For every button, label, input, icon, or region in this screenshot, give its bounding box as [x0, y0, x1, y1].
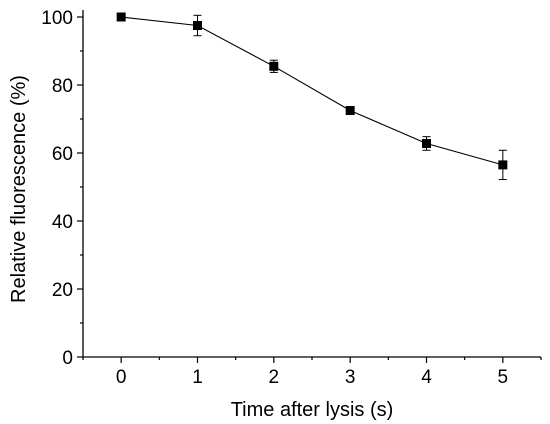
data-point [269, 61, 279, 71]
series-layer [116, 12, 508, 181]
data-point [116, 12, 126, 22]
data-point [345, 106, 355, 115]
x-axis-title: Time after lysis (s) [231, 399, 394, 421]
x-tick-label: 4 [421, 367, 432, 388]
y-tick-label: 0 [62, 348, 73, 369]
data-point [193, 21, 202, 30]
series-line [121, 16, 503, 166]
y-tick-label: 60 [52, 144, 73, 165]
y-tick-label: 20 [52, 280, 73, 301]
x-tick-label: 0 [116, 367, 127, 388]
x-tick-label: 3 [345, 367, 356, 388]
x-tick-label: 1 [192, 367, 203, 388]
y-tick-label: 80 [52, 76, 73, 97]
x-tick-label: 2 [269, 367, 280, 388]
data-point [498, 160, 508, 170]
y-axis-title: Relative fluorescence (%) [8, 75, 30, 303]
y-tick-label: 100 [41, 8, 73, 29]
data-point [422, 138, 431, 148]
axes: 0 20 40 60 80 100 0 1 2 3 4 5 [41, 8, 542, 388]
x-tick-label: 5 [498, 367, 509, 388]
y-tick-label: 40 [52, 212, 73, 233]
